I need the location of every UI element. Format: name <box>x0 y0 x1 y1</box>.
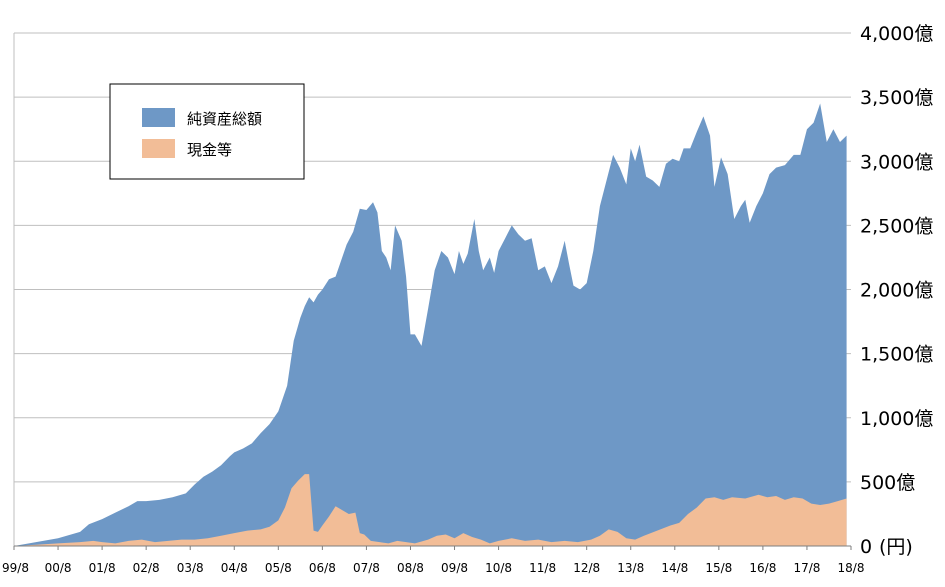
legend-swatch-cash <box>142 139 175 158</box>
x-tick-label: 00/8 <box>45 561 72 575</box>
x-tick-label: 02/8 <box>133 561 160 575</box>
y-tick-label: 500億 <box>860 472 915 494</box>
x-tick-label: 05/8 <box>265 561 292 575</box>
x-tick-label: 07/8 <box>353 561 380 575</box>
y-tick-label: 0 <box>860 536 872 558</box>
area-net-assets <box>14 103 847 546</box>
x-tick-label: 10/8 <box>485 561 512 575</box>
x-tick-label: 01/8 <box>89 561 116 575</box>
legend-label-net-assets: 純資産総額 <box>187 110 262 128</box>
y-tick-label: 3,000億 <box>860 151 933 173</box>
y-tick-labels: 0 500億 1,000億 1,500億 2,000億 2,500億 3,000億 3,500… <box>860 23 933 558</box>
x-tick-label: 13/8 <box>617 561 644 575</box>
x-tick-label: 09/8 <box>441 561 468 575</box>
x-tick-label: 04/8 <box>221 561 248 575</box>
x-tick-label: 16/8 <box>749 561 776 575</box>
x-tick-label: 08/8 <box>397 561 424 575</box>
x-tick-label: 14/8 <box>661 561 688 575</box>
x-tick-label: 17/8 <box>793 561 820 575</box>
y-tick-label: 2,500億 <box>860 215 933 237</box>
y-tick-label: 3,500億 <box>860 87 933 109</box>
x-tick-label: 99/8 <box>2 561 29 575</box>
x-tick-label: 06/8 <box>309 561 336 575</box>
legend-swatch-net-assets <box>142 108 175 127</box>
y-tick-label: 4,000億 <box>860 23 933 45</box>
y-tick-label: 1,000億 <box>860 408 933 430</box>
x-tick-label: 03/8 <box>177 561 204 575</box>
area-cash <box>14 474 847 546</box>
x-tick-labels: 99/8 00/8 01/8 02/8 03/8 04/8 05/8 06/8 07/8 08/8… <box>2 546 864 575</box>
legend: 純資産総額 現金等 <box>109 83 305 180</box>
x-tick-label: 15/8 <box>705 561 732 575</box>
legend-label-cash: 現金等 <box>187 141 232 159</box>
legend-box <box>109 83 305 180</box>
series-areas <box>14 103 847 546</box>
y-tick-label: 2,000億 <box>860 280 933 302</box>
x-tick-label: 11/8 <box>529 561 556 575</box>
x-tick-label: 18/8 <box>838 561 865 575</box>
y-unit-label: (円) <box>879 536 913 558</box>
y-tick-label: 1,500億 <box>860 344 933 366</box>
x-tick-label: 12/8 <box>573 561 600 575</box>
